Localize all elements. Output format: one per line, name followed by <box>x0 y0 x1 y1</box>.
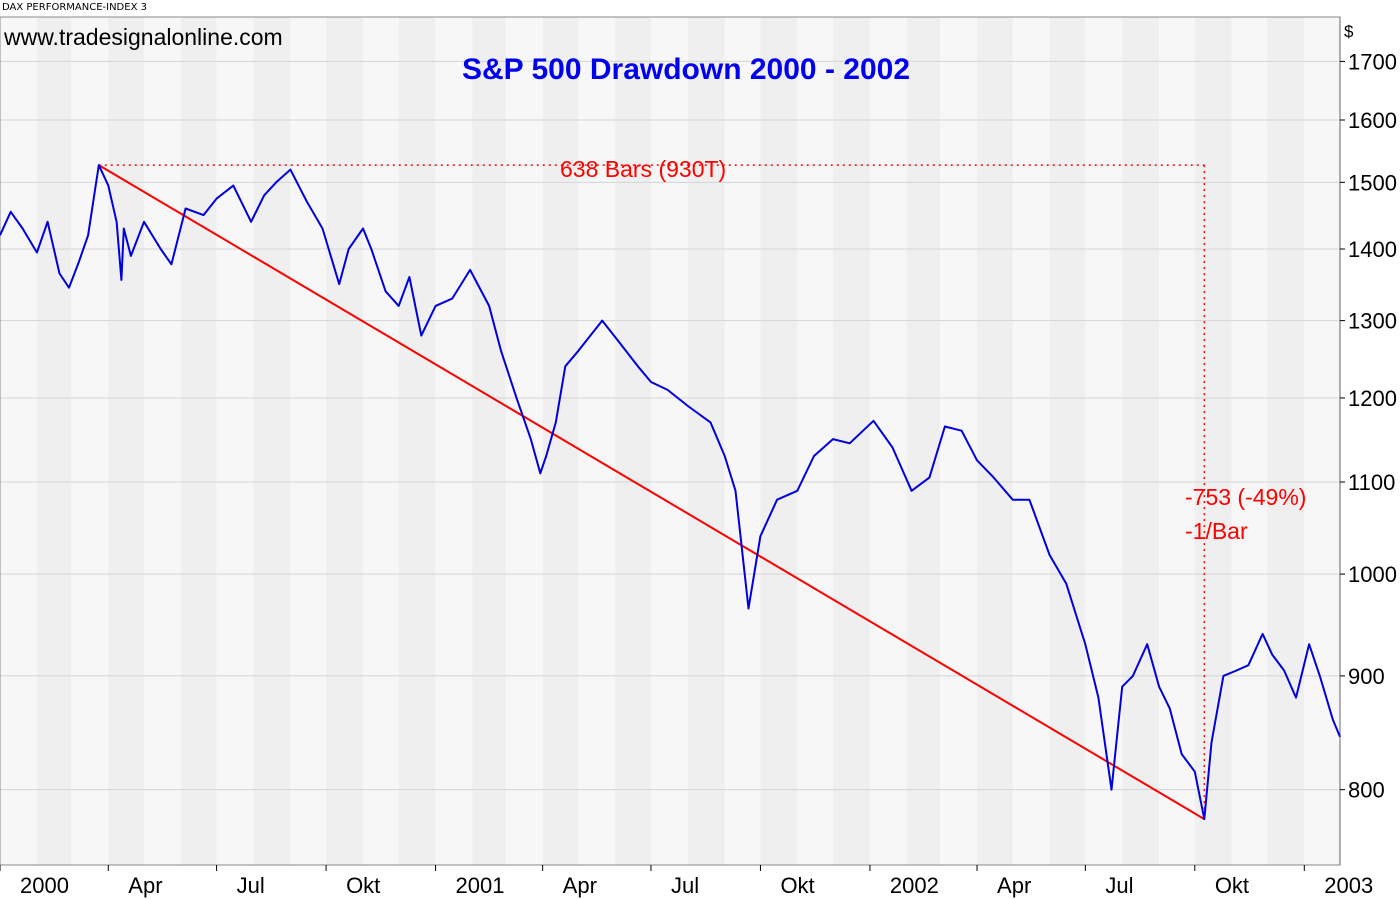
y-tick-label: 1600 <box>1348 108 1397 133</box>
month-band <box>650 17 688 865</box>
month-band <box>1012 17 1050 865</box>
month-band <box>505 17 543 865</box>
month-band <box>36 17 72 865</box>
change-annotation: -753 (-49%) <box>1185 484 1307 510</box>
x-tick-label: Apr <box>563 873 597 898</box>
month-band <box>472 17 506 865</box>
month-band <box>0 17 37 865</box>
x-tick-label: Jul <box>1105 873 1133 898</box>
month-band <box>435 17 473 865</box>
currency-label: $ <box>1344 22 1354 41</box>
x-tick-label: 2003 <box>1324 873 1373 898</box>
month-band <box>362 17 399 865</box>
month-band <box>906 17 941 865</box>
month-band <box>615 17 651 865</box>
price-series-line <box>0 164 1341 821</box>
x-tick-label: Apr <box>997 873 1031 898</box>
y-tick-label: 900 <box>1348 664 1385 689</box>
month-band <box>1122 17 1160 865</box>
month-band <box>1231 17 1268 865</box>
month-band <box>940 17 978 865</box>
x-tick-label: Okt <box>346 873 380 898</box>
month-band <box>542 17 579 865</box>
month-bands <box>0 17 1340 865</box>
month-band <box>216 17 254 865</box>
x-tick-label: Okt <box>780 873 814 898</box>
x-tick-label: 2001 <box>456 873 505 898</box>
month-band <box>398 17 436 865</box>
month-band <box>797 17 834 865</box>
y-tick-label: 1200 <box>1348 386 1397 411</box>
drawdown-markers <box>98 164 1206 820</box>
chart-title: S&P 500 Drawdown 2000 - 2002 <box>462 53 911 86</box>
y-tick-label: 1300 <box>1348 309 1397 334</box>
bars-annotation: 638 Bars (930T) <box>560 156 727 182</box>
x-tick-label: Apr <box>128 873 162 898</box>
month-band <box>290 17 327 865</box>
per-bar-annotation: -1/Bar <box>1185 518 1248 544</box>
drawdown-trend-line <box>98 164 1205 820</box>
month-band <box>1159 17 1195 865</box>
y-tick-label: 800 <box>1348 778 1385 803</box>
month-band <box>253 17 291 865</box>
website-label: www.tradesignalonline.com <box>4 24 283 50</box>
month-band <box>326 17 363 865</box>
y-tick-label: 1700 <box>1348 49 1397 74</box>
month-band <box>108 17 144 865</box>
month-band <box>1304 17 1340 865</box>
month-band <box>143 17 181 865</box>
month-band <box>1085 17 1123 865</box>
y-tick-label: 1100 <box>1348 470 1395 495</box>
x-tick-label: 2000 <box>20 873 69 898</box>
month-band <box>180 17 217 865</box>
x-tick-label: 2002 <box>890 873 939 898</box>
x-tick-label: Jul <box>237 873 265 898</box>
month-band <box>1267 17 1305 865</box>
month-band <box>760 17 798 865</box>
grid-lines <box>0 60 1340 791</box>
y-tick-label: 1400 <box>1348 237 1397 262</box>
y-tick-label: 1000 <box>1348 562 1397 587</box>
x-axis-ticks: 2000 Apr Jul Okt 2001 Apr Jul Okt 2002 Apr Jul Okt 2… <box>0 865 1373 898</box>
month-band <box>977 17 1013 865</box>
y-tick-label: 1500 <box>1348 170 1397 195</box>
y-axis-ticks: 800 900 1000 1100 1200 1300 1400 1500 1600 1700 <box>1340 49 1397 803</box>
x-tick-label: Jul <box>671 873 699 898</box>
month-band <box>578 17 616 865</box>
x-tick-label: Okt <box>1215 873 1249 898</box>
instrument-label: DAX PERFORMANCE-INDEX 3 <box>2 2 147 13</box>
month-band <box>71 17 109 865</box>
month-band <box>1194 17 1232 865</box>
month-band <box>724 17 761 865</box>
month-band <box>1049 17 1086 865</box>
